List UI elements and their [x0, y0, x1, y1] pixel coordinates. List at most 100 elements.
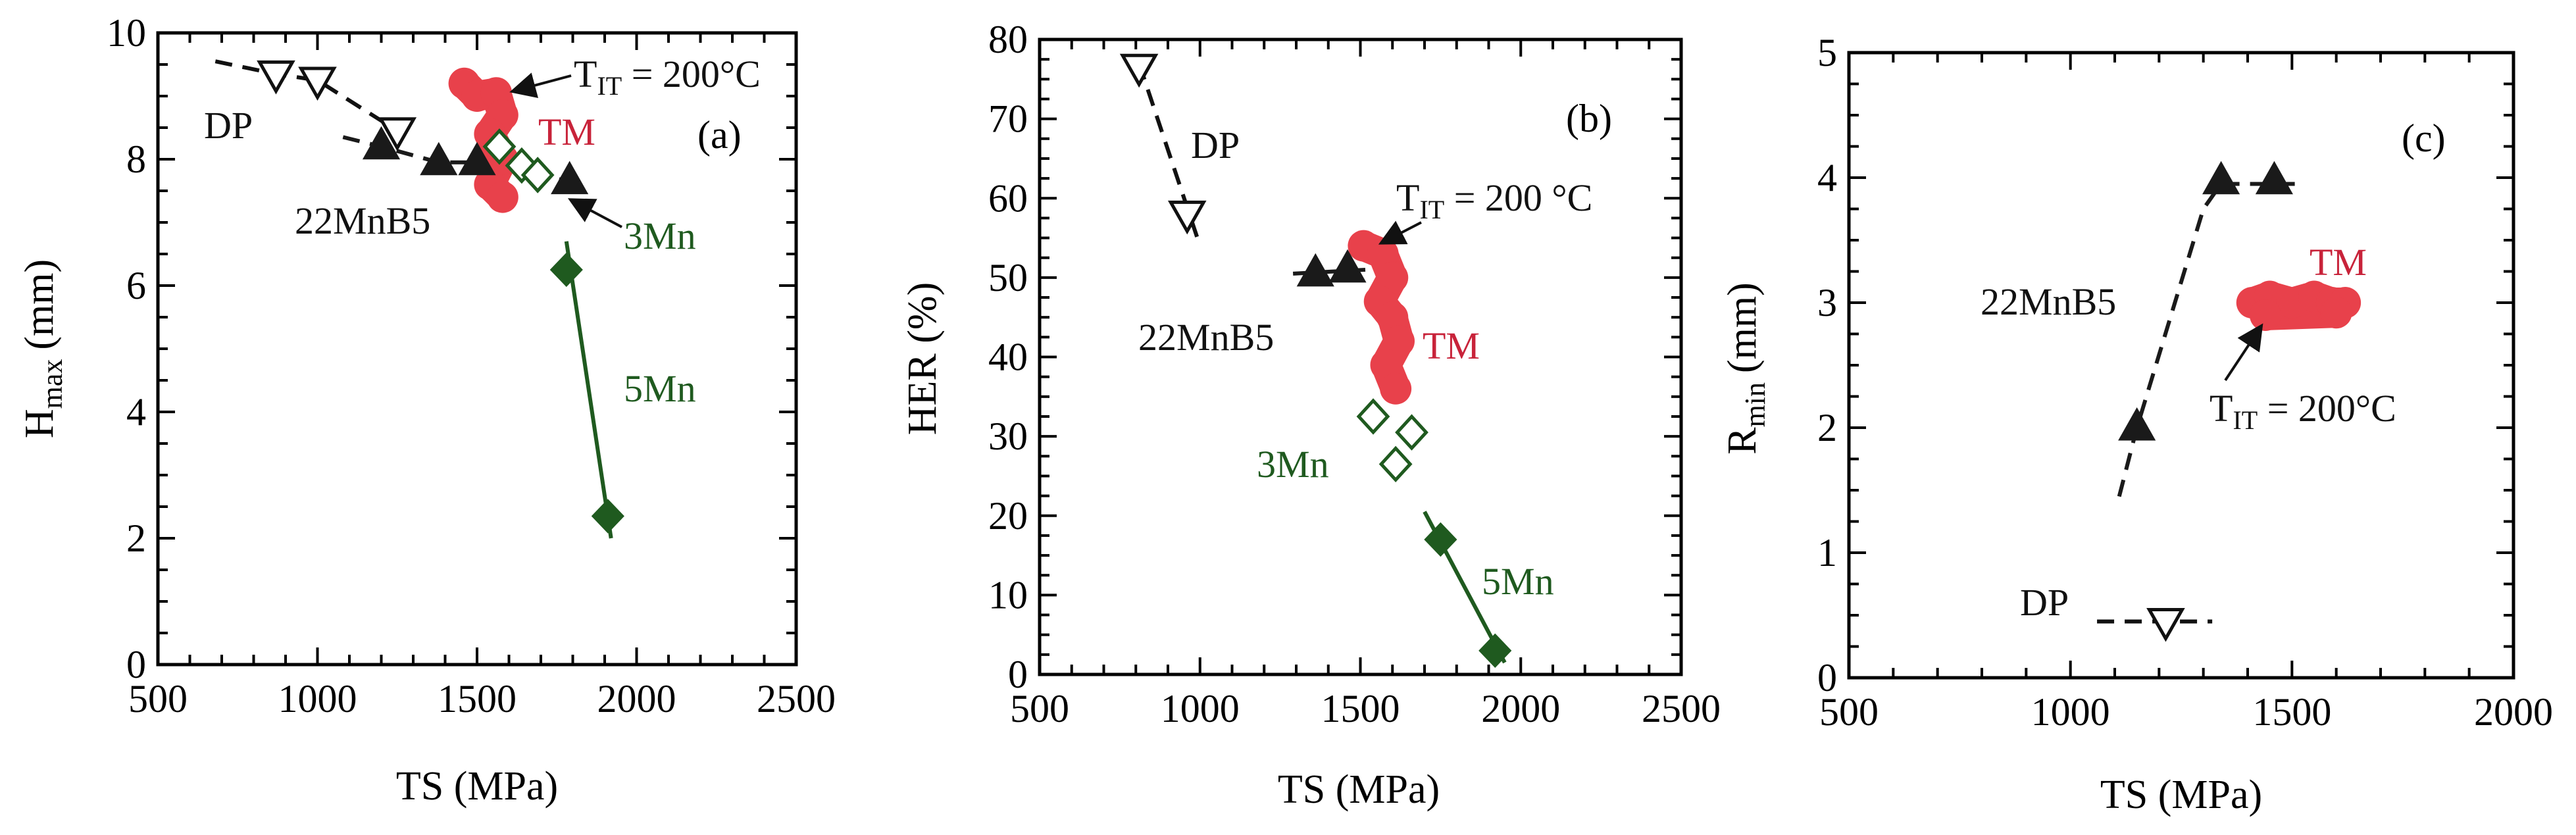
data-points — [1119, 53, 1512, 668]
annotation-5mn: 5Mn — [624, 367, 696, 410]
annotation-arrow-tit — [509, 72, 572, 99]
point-3mn — [1395, 414, 1428, 451]
axis-ticks — [157, 32, 797, 666]
y-tick-label: 0 — [1817, 656, 1837, 699]
tm-region — [2236, 280, 2361, 331]
y-tick-label: 10 — [988, 573, 1028, 617]
panel-b: 500 1000 1500 2000 2500 0 10 20 30 40 50 60 70 80 TS … — [900, 18, 1721, 812]
y-tick-label: 1 — [1817, 531, 1837, 574]
y-tick-label: 8 — [126, 138, 146, 181]
x-tick-label: 1000 — [1161, 687, 1240, 730]
series-line-dp — [215, 59, 399, 133]
annotation-tm: TM — [2310, 241, 2367, 284]
tm-point — [1367, 238, 1399, 270]
y-tick-label: 0 — [126, 643, 146, 686]
x-tick-label: 1500 — [1321, 687, 1400, 730]
x-tick-label: 1000 — [2031, 690, 2110, 734]
point-5mn — [591, 499, 624, 534]
y-tick-label: 40 — [988, 336, 1028, 379]
y-tick-label: 3 — [1817, 281, 1837, 324]
y-axis-label: HER (%) — [900, 282, 945, 435]
point-22mnb5 — [2202, 161, 2240, 195]
point-3mn — [482, 128, 517, 165]
point-5mn — [1424, 522, 1457, 557]
annotation-tit: TIT = 200 °C — [1396, 176, 1592, 224]
annotation-arrow-tit — [1378, 220, 1422, 245]
panel-label: (b) — [1566, 97, 1612, 140]
tm-point — [1376, 261, 1409, 293]
y-tick-label: 2 — [1817, 406, 1837, 449]
annotation-3mn: 3Mn — [1257, 443, 1329, 486]
point-dp — [1167, 200, 1207, 235]
annotation-5mn: 5Mn — [1482, 560, 1554, 603]
tm-point — [486, 181, 518, 213]
tick-labels: 500 1000 1500 2000 2500 0 10 20 30 40 50 60 70 80 — [988, 18, 1721, 730]
x-tick-label: 2000 — [1481, 687, 1560, 730]
x-tick-label: 500 — [128, 677, 188, 721]
y-axis-label: Rmin(mm) — [1720, 282, 1771, 455]
x-tick-label: 500 — [1819, 690, 1879, 734]
point-dp — [2146, 608, 2185, 642]
panel-label: (c) — [2402, 116, 2446, 160]
tm-point — [1383, 325, 1415, 357]
y-tick-label: 80 — [988, 18, 1028, 61]
x-axis-label: TS (MPa) — [396, 764, 558, 809]
annotation-tit: TIT = 200°C — [2210, 387, 2396, 435]
y-tick-label: 4 — [1817, 156, 1837, 199]
y-tick-label: 4 — [126, 390, 146, 434]
point-22mnb5 — [458, 141, 496, 176]
annotation-dp: DP — [204, 104, 253, 147]
point-22mnb5 — [1296, 253, 1334, 287]
y-axis-label: Hmax(mm) — [17, 259, 68, 438]
y-tick-label: 70 — [988, 97, 1028, 141]
x-tick-label: 500 — [1010, 687, 1069, 730]
data-points — [257, 60, 624, 534]
point-dp — [257, 60, 295, 95]
annotation-22mnb5: 22MnB5 — [295, 199, 430, 242]
annotation-3mn: 3Mn — [624, 215, 696, 257]
point-22mnb5 — [362, 126, 401, 160]
annotation-tm: TM — [1423, 324, 1480, 367]
axis-ticks — [1038, 38, 1682, 676]
point-dp — [298, 66, 337, 101]
panel-a: 500 1000 1500 2000 2500 0 2 4 6 8 10 TS (MPa) Hmax… — [17, 11, 836, 809]
y-tick-label: 10 — [107, 11, 146, 55]
data-points — [2118, 161, 2293, 642]
y-tick-label: 6 — [126, 264, 146, 307]
tm-point — [1370, 349, 1402, 381]
x-tick-label: 1000 — [278, 677, 357, 721]
annotation-dp: DP — [1191, 124, 1240, 166]
panel-label: (a) — [697, 113, 742, 157]
x-tick-label: 2000 — [2474, 690, 2553, 734]
annotation-dp: DP — [2020, 581, 2069, 624]
point-3mn — [520, 157, 555, 193]
x-tick-label: 2500 — [757, 677, 836, 721]
point-22mnb5 — [2118, 407, 2156, 441]
point-3mn — [1378, 445, 1413, 483]
point-22mnb5 — [420, 141, 458, 176]
tm-region — [448, 67, 518, 213]
annotation-tit: TIT = 200°C — [574, 53, 761, 101]
x-tick-label: 1500 — [2252, 690, 2331, 734]
x-tick-label: 2000 — [597, 677, 676, 721]
point-dp — [1119, 53, 1159, 88]
point-22mnb5 — [1328, 249, 1367, 283]
annotation-arrow-tit — [2224, 323, 2263, 382]
series-line-5mn — [564, 241, 613, 539]
tm-point — [2249, 299, 2281, 331]
y-tick-label: 5 — [1817, 31, 1837, 74]
point-22mnb5 — [551, 161, 589, 195]
x-tick-label: 1500 — [438, 677, 517, 721]
annotation-tm: TM — [538, 111, 595, 153]
point-5mn — [1478, 633, 1512, 668]
x-axis-label: TS (MPa) — [2100, 772, 2262, 817]
tick-labels: 500 1000 1500 2000 0 1 2 3 4 5 — [1817, 31, 2553, 734]
tm-point — [1380, 372, 1412, 405]
y-tick-label: 2 — [126, 517, 146, 560]
tick-labels: 500 1000 1500 2000 2500 0 2 4 6 8 10 — [107, 11, 836, 721]
point-22mnb5 — [2255, 161, 2293, 195]
point-dp — [378, 117, 417, 151]
tm-point — [2320, 297, 2352, 329]
